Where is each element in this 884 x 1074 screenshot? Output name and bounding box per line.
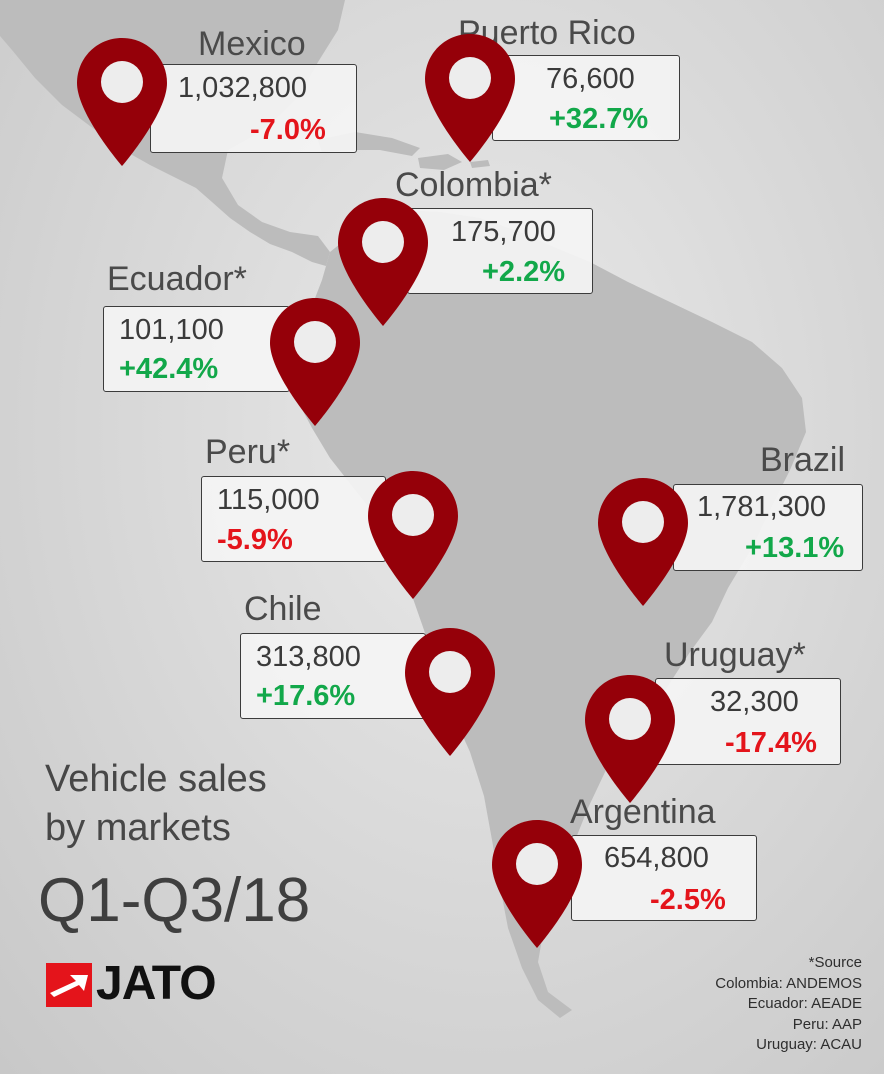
sales-value: 115,000 — [217, 484, 320, 516]
country-name: Uruguay* — [664, 636, 806, 674]
value-box — [103, 306, 290, 392]
sales-value: 654,800 — [604, 842, 709, 874]
change-value: -17.4% — [725, 727, 817, 759]
country-name: Chile — [244, 590, 322, 628]
landmass-puerto-rico — [470, 160, 490, 168]
sales-value: 175,700 — [451, 216, 556, 248]
change-value: +13.1% — [745, 532, 845, 564]
value-box — [673, 484, 863, 571]
sources-note: *Source Colombia: ANDEMOS Ecuador: AEADE… — [715, 953, 862, 1056]
country-name: Argentina — [570, 793, 716, 831]
change-value: -7.0% — [250, 114, 326, 146]
change-value: -2.5% — [650, 884, 726, 916]
map-pin-icon — [598, 478, 688, 606]
sales-value: 313,800 — [256, 641, 361, 673]
map-pin-icon — [77, 38, 167, 166]
jato-logo-text: JATO — [96, 957, 217, 1010]
sources-heading: *Source — [808, 954, 862, 971]
sales-value: 32,300 — [710, 686, 799, 718]
map-pin-icon — [405, 628, 495, 756]
source-line: Colombia: ANDEMOS — [715, 974, 862, 992]
period-label: Q1-Q3/18 — [38, 866, 311, 935]
value-box — [201, 476, 386, 562]
country-name: Colombia* — [395, 166, 552, 204]
country-name: Mexico — [198, 25, 306, 63]
value-box — [240, 633, 426, 719]
value-box — [407, 208, 593, 294]
change-value: +2.2% — [482, 256, 566, 288]
map-pin-icon — [338, 198, 428, 326]
change-value: +32.7% — [549, 103, 649, 135]
source-line: Ecuador: AEADE — [747, 995, 862, 1012]
change-value: +42.4% — [119, 353, 219, 385]
sales-value: 101,100 — [119, 314, 224, 346]
sales-value: 76,600 — [546, 63, 635, 95]
map-pin-icon — [270, 298, 360, 426]
change-value: +17.6% — [256, 680, 356, 712]
source-line: Uruguay: ACAU — [756, 1036, 862, 1053]
title-line-2: by markets — [45, 807, 231, 849]
change-value: -5.9% — [217, 524, 293, 556]
country-name: Brazil — [760, 441, 846, 479]
value-box — [655, 678, 841, 765]
source-line: Peru: AAP — [792, 1015, 862, 1033]
map-pin-icon — [585, 675, 675, 803]
landmass-hispaniola — [418, 154, 462, 170]
country-name: Ecuador* — [107, 260, 247, 298]
landmass-south-america — [290, 210, 806, 1018]
map-pin-icon — [425, 34, 515, 162]
jato-logo: JATO — [46, 957, 256, 1010]
map-pin-icon — [368, 471, 458, 599]
country-name: Peru* — [205, 433, 291, 471]
jato-logo-mark-icon — [46, 963, 92, 1007]
sales-value: 1,781,300 — [697, 491, 827, 523]
title-line-1: Vehicle sales — [45, 758, 267, 800]
map-pin-icon — [492, 820, 582, 948]
sales-value: 1,032,800 — [178, 72, 308, 104]
value-box — [492, 55, 680, 141]
